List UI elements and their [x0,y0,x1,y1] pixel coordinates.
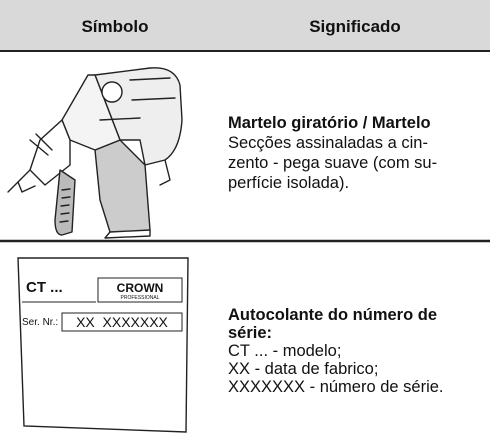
row2-title: série: [228,324,272,342]
row1-line: Secções assinaladas a cin- [228,134,428,152]
row2-line: XX - data de fabrico; [228,360,378,378]
row1-line: zento - pega suave (com su- [228,154,437,172]
label-brand: CROWN [117,281,164,295]
header-band [0,0,490,50]
row2-line: XXXXXXX - número de série. [228,378,444,396]
rotary-hammer-drawing [7,67,183,239]
row2-line: CT ... - modelo; [228,342,341,360]
row2-title: Autocolante do número de [228,306,437,324]
label-serial-box [61,312,183,332]
header-meaning: Significado [309,17,401,36]
row1-line: perfície isolada). [228,174,349,192]
label-serial: XX XXXXXXX [76,314,168,330]
label-serial-caption: Ser. Nr.: [22,317,58,328]
label-brand-box [97,277,183,303]
header-symbol: Símbolo [81,17,148,36]
label-model: CT ... [26,279,63,296]
row1-title: Martelo giratório / Martelo [228,114,431,132]
label-brand-sub: PROFESSIONAL [121,295,160,301]
